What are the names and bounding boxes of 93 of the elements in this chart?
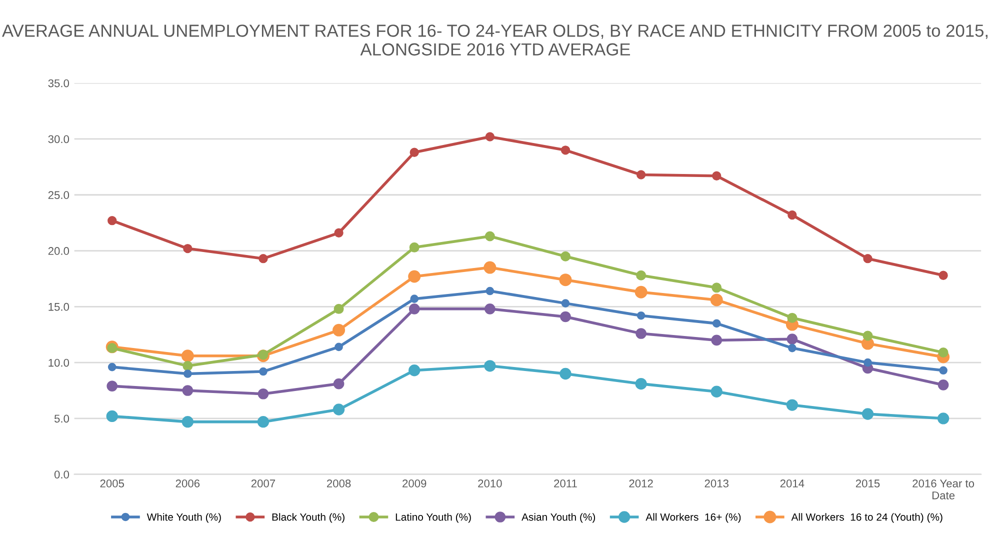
x-tick-label: 2016 Year to Date bbox=[912, 480, 974, 500]
point bbox=[559, 274, 572, 286]
point bbox=[183, 244, 192, 254]
point bbox=[410, 148, 419, 157]
point bbox=[181, 350, 194, 362]
point bbox=[938, 348, 948, 358]
point bbox=[107, 343, 118, 354]
point bbox=[334, 342, 343, 352]
point bbox=[786, 334, 798, 345]
legend-label: Latino Youth (%) bbox=[396, 513, 471, 523]
point bbox=[711, 334, 722, 346]
y-tick-label: 15.0 bbox=[48, 302, 70, 311]
chart-title: AVERAGE ANNUAL UNEMPLOYMENT RATES FOR 16- TO 24-YEAR OLDS, BY RACE AND ETHNICITY FROM 2005 to 2015, ALONGSIDE 2016 YTD AVERAGE bbox=[2, 24, 988, 56]
legend-label: Asian Youth (%) bbox=[522, 513, 596, 523]
point bbox=[484, 360, 496, 372]
point bbox=[333, 378, 344, 390]
point bbox=[635, 378, 647, 390]
point bbox=[332, 404, 345, 416]
point bbox=[258, 254, 268, 264]
point bbox=[636, 270, 646, 280]
x-tick-label: 2014 bbox=[780, 480, 804, 488]
point bbox=[561, 299, 570, 308]
point bbox=[937, 412, 950, 424]
point bbox=[332, 324, 346, 336]
point bbox=[106, 380, 118, 392]
point bbox=[182, 385, 194, 396]
point bbox=[408, 303, 420, 314]
point bbox=[410, 294, 419, 304]
x-tick-label: 2006 bbox=[176, 480, 200, 488]
point bbox=[560, 251, 570, 262]
legend-label: White Youth (%) bbox=[146, 513, 221, 523]
point bbox=[787, 312, 798, 323]
y-tick-label: 25.0 bbox=[48, 191, 70, 200]
legend-label: All Workers 16 to 24 (Youth) (%) bbox=[791, 513, 942, 523]
point bbox=[636, 328, 646, 339]
point bbox=[712, 282, 722, 293]
legend-label: All Workers 16+ (%) bbox=[646, 513, 741, 523]
x-tick-label: 2012 bbox=[629, 480, 653, 488]
point bbox=[862, 408, 874, 420]
point bbox=[788, 210, 797, 220]
x-tick-label: 2011 bbox=[554, 480, 577, 488]
point bbox=[939, 366, 948, 375]
y-tick-label: 0.0 bbox=[54, 470, 70, 478]
point bbox=[408, 364, 420, 376]
point bbox=[484, 261, 496, 274]
point bbox=[484, 231, 495, 242]
point bbox=[938, 380, 949, 390]
point bbox=[560, 368, 572, 380]
point bbox=[259, 367, 268, 376]
point bbox=[636, 311, 646, 320]
point bbox=[634, 286, 648, 298]
point bbox=[560, 311, 571, 322]
point bbox=[485, 132, 495, 142]
point bbox=[334, 228, 344, 238]
point bbox=[182, 360, 193, 371]
point bbox=[788, 344, 796, 352]
point bbox=[712, 319, 721, 328]
y-tick-label: 35.0 bbox=[48, 79, 70, 88]
point bbox=[786, 399, 798, 411]
point bbox=[334, 304, 344, 314]
x-tick-label: 2009 bbox=[402, 480, 426, 488]
x-tick-label: 2015 bbox=[856, 480, 880, 488]
y-tick-label: 20.0 bbox=[48, 247, 70, 255]
point bbox=[710, 386, 722, 398]
point bbox=[106, 410, 118, 422]
point bbox=[484, 303, 496, 314]
y-tick-label: 30.0 bbox=[48, 135, 70, 144]
point bbox=[409, 242, 420, 252]
point bbox=[258, 350, 268, 360]
point bbox=[258, 388, 269, 400]
point bbox=[182, 416, 194, 428]
point bbox=[710, 294, 723, 306]
point bbox=[863, 254, 872, 264]
point bbox=[862, 330, 873, 341]
x-tick-label: 2013 bbox=[704, 480, 728, 488]
point bbox=[864, 358, 872, 367]
point bbox=[636, 170, 646, 180]
point bbox=[257, 416, 270, 428]
y-tick-label: 5.0 bbox=[54, 414, 70, 423]
point bbox=[108, 216, 117, 226]
x-tick-label: 2008 bbox=[327, 480, 351, 488]
x-tick-label: 2010 bbox=[478, 480, 502, 488]
point bbox=[408, 270, 421, 283]
point bbox=[486, 286, 494, 296]
point bbox=[108, 362, 116, 372]
x-tick-label: 2005 bbox=[100, 480, 124, 488]
x-tick-label: 2007 bbox=[251, 480, 276, 488]
point bbox=[560, 146, 570, 155]
y-tick-label: 10.0 bbox=[48, 358, 70, 367]
point bbox=[938, 270, 948, 280]
point bbox=[712, 171, 722, 180]
point bbox=[184, 370, 192, 378]
legend-label: Black Youth (%) bbox=[272, 513, 344, 523]
